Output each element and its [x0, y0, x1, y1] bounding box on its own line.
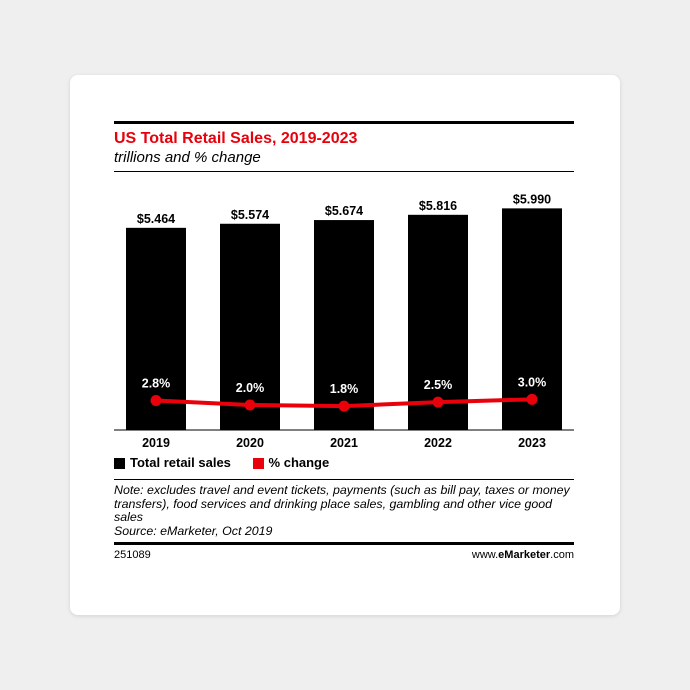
brand-suffix: .com	[550, 549, 574, 561]
title-rule	[114, 171, 574, 172]
top-rule	[114, 121, 574, 124]
x-tick-2022: 2022	[424, 436, 452, 450]
bar-value-label-2023: $5.990	[513, 192, 551, 206]
chart-card: US Total Retail Sales, 2019-2023 trillio…	[70, 75, 620, 615]
point-2023	[526, 393, 538, 405]
note-block: Note: excludes travel and event tickets,…	[114, 483, 574, 538]
bar-value-label-2022: $5.816	[419, 199, 457, 213]
brand-prefix: www.	[471, 549, 499, 561]
pct-label-2020: 2.0%	[236, 381, 265, 395]
pct-label-2023: 3.0%	[518, 375, 547, 389]
source-text: Source: eMarketer, Oct 2019	[114, 523, 273, 538]
bar-value-label-2019: $5.464	[137, 212, 175, 226]
chart-id: 251089	[114, 549, 151, 561]
legend-swatch-line	[252, 457, 264, 469]
pct-label-2021: 1.8%	[330, 382, 359, 396]
brand-name: eMarketer	[498, 549, 551, 561]
chart-svg: $5.464 $5.574 $5.674 $5.816 $5.990 2.8% 2.0% 1…	[114, 192, 574, 450]
point-2020	[244, 399, 256, 411]
legend: Total retail sales % change	[114, 453, 574, 473]
bottom-rule	[114, 542, 574, 545]
brand-link[interactable]: www.eMarketer.com	[472, 549, 574, 561]
legend-swatch-bars	[114, 457, 125, 469]
pct-label-2019: 2.8%	[142, 376, 171, 390]
bar-2021	[314, 220, 374, 430]
point-2019	[150, 394, 162, 406]
point-2021	[338, 400, 350, 412]
bar-2022	[408, 214, 468, 430]
bar-value-label-2021: $5.674	[325, 204, 363, 218]
chart-content: US Total Retail Sales, 2019-2023 trillio…	[114, 121, 574, 561]
bar-2023	[502, 208, 562, 430]
line-layer: 2.8% 2.0% 1.8% 2.5% 3.0%	[142, 375, 547, 412]
bar-2020	[220, 223, 280, 430]
legend-item-line: % change	[252, 453, 330, 473]
chart-subtitle: trillions and % change	[114, 149, 261, 166]
point-2022	[432, 396, 444, 408]
chart-title: US Total Retail Sales, 2019-2023	[114, 130, 358, 147]
x-tick-2019: 2019	[142, 436, 170, 450]
bars-layer: $5.464 $5.574 $5.674 $5.816 $5.990	[126, 192, 562, 430]
x-tick-2020: 2020	[236, 436, 264, 450]
footer: 251089 www.eMarketer.com	[114, 549, 574, 561]
pct-label-2022: 2.5%	[424, 378, 453, 392]
x-tick-2021: 2021	[330, 436, 358, 450]
bar-value-label-2020: $5.574	[231, 208, 269, 222]
legend-label-bars: Total retail sales	[130, 455, 231, 470]
x-tick-2023: 2023	[518, 436, 546, 450]
legend-label-line: % change	[268, 455, 330, 470]
x-tick-labels: 2019 2020 2021 2022 2023	[142, 436, 546, 450]
note-text: Note: excludes travel and event tickets,…	[114, 483, 570, 524]
legend-rule	[114, 479, 574, 480]
legend-item-bars: Total retail sales	[114, 453, 231, 473]
